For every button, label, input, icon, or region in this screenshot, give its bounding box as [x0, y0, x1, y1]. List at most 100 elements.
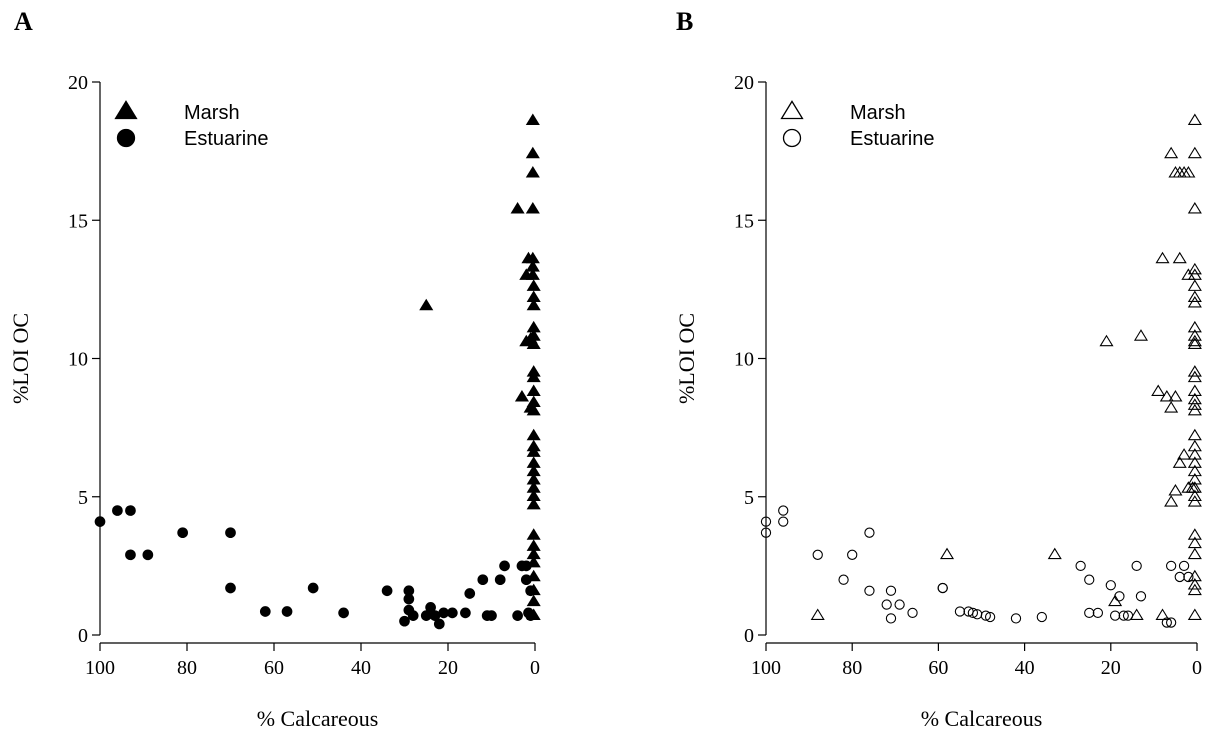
estuarine-point	[967, 607, 979, 619]
estuarine-point	[407, 610, 419, 621]
y-tick-label: 20	[68, 72, 88, 94]
estuarine-point	[894, 599, 905, 610]
marsh-point	[1187, 384, 1202, 396]
estuarine-point	[1122, 610, 1134, 621]
marsh-point	[1187, 334, 1202, 347]
estuarine-point	[464, 588, 476, 599]
estuarine-point	[307, 582, 319, 594]
estuarine-point	[1084, 574, 1095, 585]
panel-label: A	[14, 7, 33, 36]
y-tick-label: 15	[68, 210, 88, 232]
legend-estuarine-marker	[116, 128, 136, 148]
estuarine-point	[447, 607, 458, 619]
estuarine-point	[881, 599, 892, 610]
marsh-point	[525, 201, 540, 214]
estuarine-point	[494, 574, 506, 586]
marsh-point	[1187, 146, 1202, 159]
marsh-point	[526, 279, 541, 291]
y-tick-label: 10	[734, 349, 754, 371]
marsh-point	[1187, 365, 1202, 377]
marsh-point	[1172, 166, 1187, 178]
marsh-point	[526, 298, 541, 311]
legend-estuarine-label: Estuarine	[850, 128, 935, 150]
marsh-point	[525, 166, 540, 178]
marsh-point	[1187, 279, 1202, 291]
y-tick-label: 20	[734, 72, 754, 94]
x-tick-label: 60	[928, 657, 948, 679]
marsh-point	[1172, 456, 1187, 468]
marsh-point	[526, 370, 541, 383]
marsh-point	[1151, 384, 1166, 396]
estuarine-point	[1183, 571, 1194, 583]
marsh-point	[1164, 146, 1179, 159]
marsh-point	[526, 384, 541, 396]
estuarine-point	[225, 527, 236, 539]
y-tick-label: 5	[744, 487, 754, 509]
marsh-point	[1187, 456, 1202, 468]
estuarine-point	[403, 585, 415, 597]
estuarine-point	[460, 607, 471, 619]
marsh-point	[1187, 569, 1202, 582]
legend: Marsh Estuarine	[780, 100, 935, 150]
marsh-point	[526, 337, 541, 349]
marsh-point	[1187, 403, 1202, 416]
marsh-point	[1187, 495, 1202, 507]
x-axis-label: % Calcareous	[257, 706, 379, 731]
estuarine-point	[477, 574, 489, 586]
estuarine-point	[499, 560, 510, 572]
estuarine-point	[225, 582, 236, 594]
marsh-point	[526, 594, 541, 607]
x-tick-label: 20	[1101, 657, 1121, 679]
estuarine-point	[520, 560, 532, 572]
marsh-point	[526, 428, 541, 441]
marsh-point	[939, 547, 955, 560]
estuarine-point	[142, 549, 154, 561]
estuarine-point	[125, 549, 136, 561]
legend-marsh-label: Marsh	[850, 102, 906, 124]
estuarine-point	[525, 610, 537, 621]
estuarine-point	[1174, 571, 1185, 583]
estuarine-point	[760, 527, 772, 538]
estuarine-point	[1114, 591, 1125, 602]
marsh-point	[526, 528, 541, 540]
marsh-point	[1187, 428, 1202, 441]
estuarine-point	[760, 516, 772, 527]
marsh-point	[1187, 578, 1202, 590]
estuarine-point	[1092, 607, 1104, 619]
marsh-point	[1187, 489, 1202, 502]
marsh-point	[1164, 495, 1179, 507]
marsh-point	[526, 445, 541, 457]
marsh-point	[526, 497, 541, 510]
x-tick-label: 40	[1015, 657, 1035, 679]
marsh-point	[1172, 251, 1187, 264]
marsh-point	[1129, 608, 1144, 620]
marsh-point	[1187, 320, 1202, 333]
estuarine-point	[864, 585, 875, 596]
estuarine-point	[94, 516, 106, 527]
marsh-point	[514, 390, 529, 402]
marsh-point	[1187, 329, 1202, 341]
x-tick-label: 0	[530, 657, 540, 679]
marsh-point	[1187, 464, 1202, 477]
estuarine-point	[433, 618, 445, 630]
estuarine-point	[281, 606, 293, 617]
x-tick-label: 80	[177, 657, 197, 679]
marsh-point	[510, 201, 525, 214]
legend-estuarine-marker	[782, 128, 802, 148]
estuarine-point	[1105, 580, 1116, 591]
estuarine-point	[778, 505, 789, 516]
marsh-point	[810, 608, 825, 620]
estuarine-point	[486, 610, 497, 621]
marsh-point	[1177, 448, 1192, 460]
marsh-point	[1187, 370, 1202, 383]
estuarine-point	[1161, 617, 1172, 628]
marsh-point	[525, 146, 540, 159]
estuarine-point	[520, 574, 532, 586]
panel-label: B	[676, 7, 693, 36]
y-tick-label: 15	[734, 210, 754, 232]
marsh-point	[1187, 262, 1202, 275]
marsh-point	[525, 113, 540, 126]
estuarine-point	[885, 613, 897, 624]
estuarine-point	[838, 574, 849, 585]
marsh-point	[1187, 113, 1202, 126]
